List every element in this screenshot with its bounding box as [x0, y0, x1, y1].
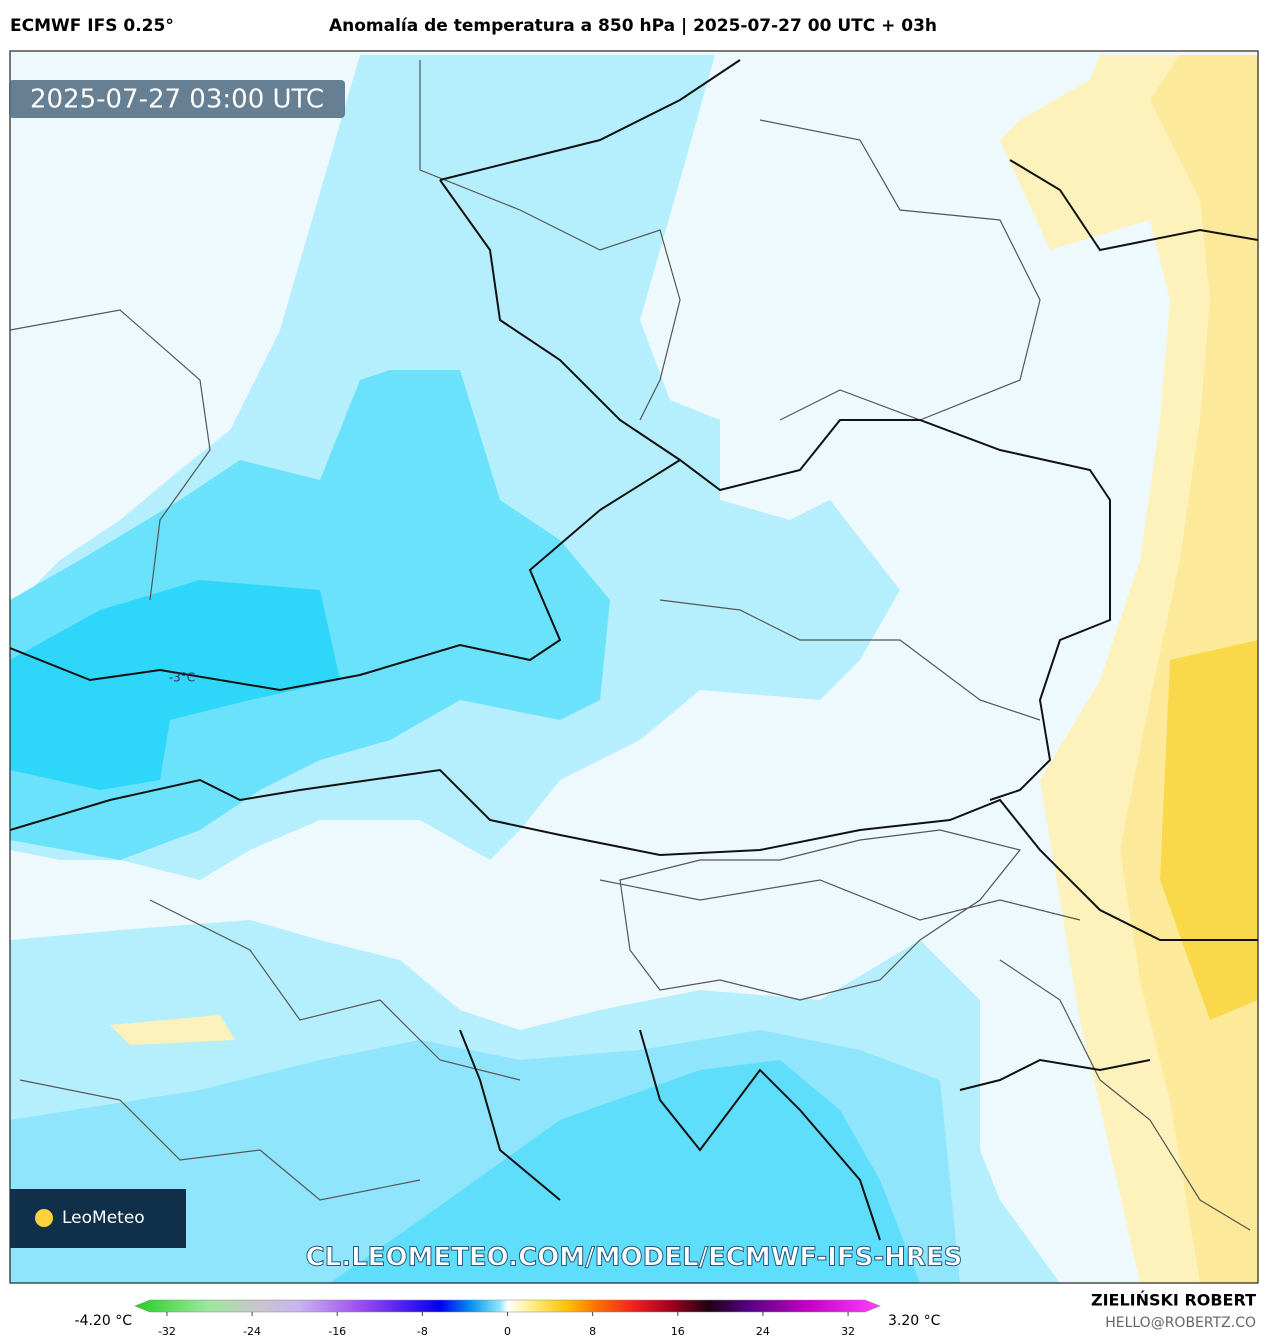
author: ZIELIŃSKI ROBERT [1091, 1291, 1256, 1310]
anomaly-warmest [1160, 640, 1258, 1020]
logo-text: LeoMeteo [62, 1208, 145, 1228]
model-name: ECMWF IFS 0.25° [10, 16, 174, 36]
colorbar-tick-label: 32 [841, 1325, 855, 1338]
email: HELLO@ROBERTZ.CO [1105, 1315, 1256, 1331]
colorbar-max-label: 3.20 °C [888, 1313, 941, 1329]
map-area: -3°C [10, 51, 1258, 1283]
colorbar-tick-label: -8 [417, 1325, 428, 1338]
colorbar: -4.20 °C 3.20 °C -32 -24 -16 -8 0 8 16 24 32 [75, 1299, 941, 1338]
colorbar-min-label: -4.20 °C [75, 1313, 133, 1329]
anomaly-warm [110, 1015, 235, 1045]
contour-label: -3°C [169, 671, 195, 685]
colorbar-tick-label: 16 [671, 1325, 685, 1338]
colorbar-tick-label: 24 [756, 1325, 770, 1338]
logo-sun [35, 1209, 53, 1227]
map-frame [9, 50, 1259, 1284]
colorbar-tick-label: -16 [328, 1325, 346, 1338]
colorbar-scale [134, 1299, 881, 1313]
timestamp-box [9, 80, 345, 118]
country-borders [10, 59, 1258, 1241]
colorbar-tick-label: 8 [589, 1325, 596, 1338]
colorbar-tick-label: -24 [243, 1325, 261, 1338]
timestamp: 2025-07-27 03:00 UTC [30, 85, 324, 115]
anomaly-strongest [10, 580, 340, 790]
colorbar-tick-label: -32 [158, 1325, 176, 1338]
watermark: CL.LEOMETEO.COM/MODEL/ECMWF-IFS-HRES [306, 1243, 963, 1273]
anomaly-strong [330, 1060, 920, 1283]
colorbar-tick-label: 0 [504, 1325, 511, 1338]
regional-borders [10, 60, 1251, 1231]
map-title: Anomalía de temperatura a 850 hPa | 2025… [329, 16, 937, 36]
